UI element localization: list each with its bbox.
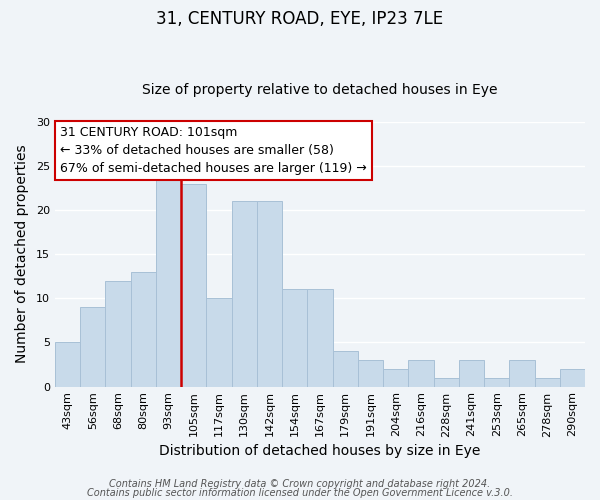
Bar xyxy=(307,290,332,386)
Bar xyxy=(80,307,106,386)
Bar xyxy=(232,201,257,386)
Bar xyxy=(434,378,459,386)
Title: Size of property relative to detached houses in Eye: Size of property relative to detached ho… xyxy=(142,83,498,97)
Text: Contains HM Land Registry data © Crown copyright and database right 2024.: Contains HM Land Registry data © Crown c… xyxy=(109,479,491,489)
Bar xyxy=(509,360,535,386)
Text: 31, CENTURY ROAD, EYE, IP23 7LE: 31, CENTURY ROAD, EYE, IP23 7LE xyxy=(157,10,443,28)
Text: Contains public sector information licensed under the Open Government Licence v.: Contains public sector information licen… xyxy=(87,488,513,498)
Bar xyxy=(332,352,358,386)
Bar xyxy=(282,290,307,386)
Y-axis label: Number of detached properties: Number of detached properties xyxy=(15,145,29,364)
Bar xyxy=(106,280,131,386)
Bar xyxy=(484,378,509,386)
X-axis label: Distribution of detached houses by size in Eye: Distribution of detached houses by size … xyxy=(159,444,481,458)
Bar xyxy=(131,272,156,386)
Bar xyxy=(383,369,409,386)
Bar xyxy=(206,298,232,386)
Bar xyxy=(560,369,585,386)
Bar xyxy=(55,342,80,386)
Bar xyxy=(156,174,181,386)
Bar xyxy=(459,360,484,386)
Bar xyxy=(358,360,383,386)
Text: 31 CENTURY ROAD: 101sqm
← 33% of detached houses are smaller (58)
67% of semi-de: 31 CENTURY ROAD: 101sqm ← 33% of detache… xyxy=(60,126,367,174)
Bar xyxy=(535,378,560,386)
Bar xyxy=(257,201,282,386)
Bar xyxy=(181,184,206,386)
Bar xyxy=(409,360,434,386)
